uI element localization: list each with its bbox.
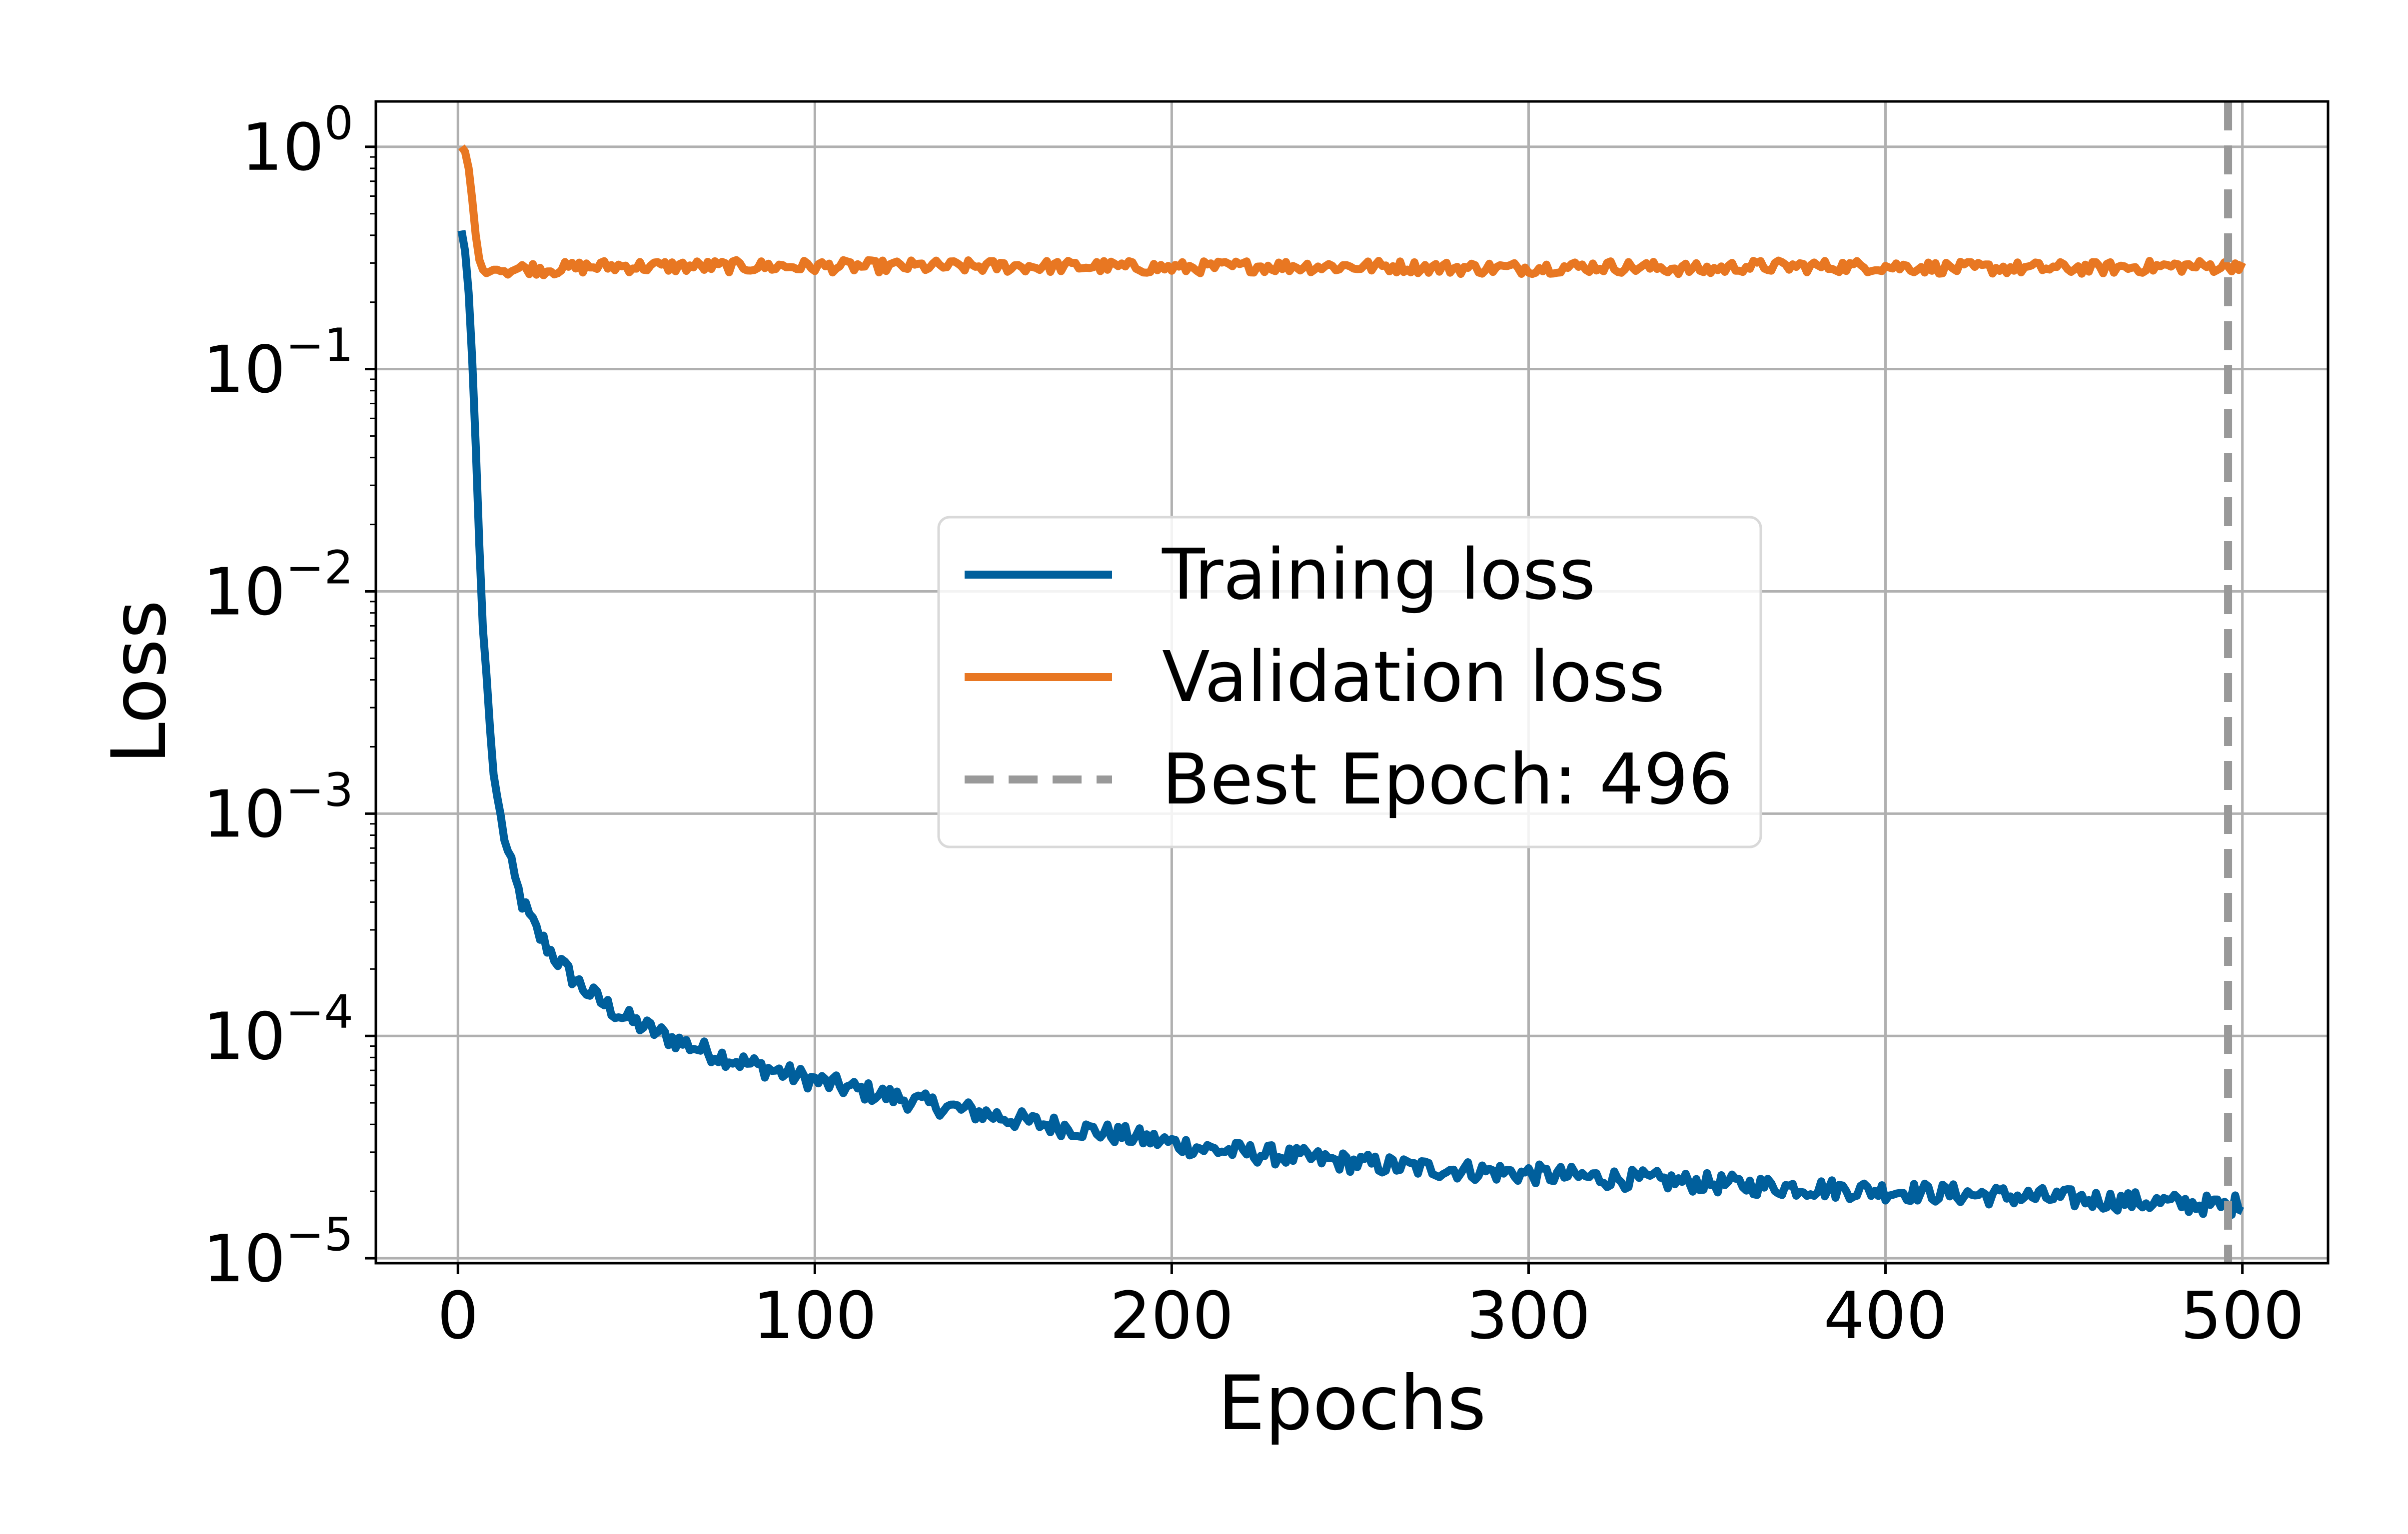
legend-label-training: Training loss [1162, 534, 1595, 616]
x-tick-label: 200 [1110, 1278, 1233, 1354]
y-axis-title: Loss [96, 600, 183, 764]
y-tick-base: 10 [241, 109, 324, 185]
y-tick-label: 10−3 [203, 763, 353, 852]
x-axis-title: Epochs [1217, 1360, 1486, 1447]
y-tick-base: 10 [203, 332, 285, 408]
x-tick-label: 500 [2181, 1278, 2305, 1354]
x-tick-label: 0 [437, 1278, 479, 1354]
legend-label-validation: Validation loss [1162, 637, 1665, 718]
y-tick-exponent: −2 [285, 541, 353, 595]
y-tick-base: 10 [203, 998, 285, 1074]
y-tick-exponent: −1 [285, 319, 353, 372]
x-tick-label: 300 [1466, 1278, 1590, 1354]
y-tick-base: 10 [203, 776, 285, 852]
y-tick-label: 10−2 [203, 541, 353, 630]
y-tick-base: 10 [203, 554, 285, 630]
plot-frame [374, 100, 2330, 1265]
legend-box [937, 516, 1762, 848]
y-tick-exponent: −5 [285, 1208, 353, 1261]
x-axis-ticks: 0 100 200 300 400 500 [437, 1263, 2305, 1354]
y-tick-base: 10 [203, 1221, 285, 1297]
y-tick-label: 100 [241, 96, 353, 185]
training-loss-line [457, 230, 2244, 1219]
x-tick-label: 400 [1823, 1278, 1947, 1354]
x-tick-label: 100 [753, 1278, 877, 1354]
series-layer [457, 144, 2246, 1219]
y-tick-exponent: 0 [324, 96, 353, 150]
y-tick-exponent: −4 [285, 985, 353, 1039]
legend: Training loss Validation loss Best Epoch… [937, 516, 1762, 848]
y-tick-label: 10−4 [203, 985, 353, 1074]
y-tick-label: 10−1 [203, 319, 353, 408]
y-tick-exponent: −3 [285, 763, 353, 816]
y-tick-label: 10−5 [203, 1208, 353, 1297]
legend-label-best-epoch: Best Epoch: 496 [1162, 739, 1733, 820]
validation-loss-line [458, 144, 2246, 279]
